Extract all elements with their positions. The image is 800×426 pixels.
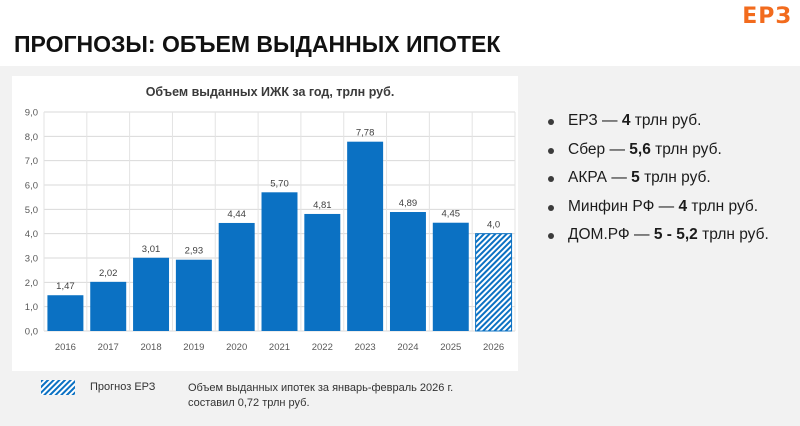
x-axis-ticks: 2016 2017 2018 2019 2020 2021 2022 2023 2024 2025… xyxy=(55,342,504,353)
y-tick-label: 9,0 xyxy=(25,108,38,119)
bar xyxy=(304,213,341,331)
x-tick-label: 2016 xyxy=(55,342,76,353)
gridlines xyxy=(43,111,516,332)
bullet-icon xyxy=(548,176,554,182)
bullet-icon xyxy=(548,147,554,154)
data-label: 3,01 xyxy=(142,244,161,255)
bar xyxy=(133,257,170,331)
x-tick-label: 2026 xyxy=(483,342,504,353)
page-title: ПРОГНОЗЫ: ОБЪЕМ ВЫДАННЫХ ИПОТЕК xyxy=(14,31,501,57)
x-tick-label: 2019 xyxy=(183,342,204,353)
legend-swatch-forecast xyxy=(41,380,75,395)
forecast-unit: трлн руб. xyxy=(702,226,769,243)
bar-forecast xyxy=(475,233,513,332)
data-label: 4,45 xyxy=(442,209,461,220)
y-tick-label: 6,0 xyxy=(25,181,38,192)
forecast-value: 4 xyxy=(678,197,688,215)
y-tick-label: 3,0 xyxy=(25,254,38,265)
data-label: 4,89 xyxy=(399,198,418,209)
data-label: 5,70 xyxy=(270,178,289,189)
bar xyxy=(261,192,298,331)
x-tick-label: 2020 xyxy=(226,342,247,353)
y-tick-label: 1,0 xyxy=(25,302,38,313)
data-labels: 1,47 2,02 3,01 2,93 4,44 5,70 4,81 7,78 4,89 4,45… xyxy=(56,128,500,293)
y-tick-label: 4,0 xyxy=(25,229,38,240)
x-tick-label: 2017 xyxy=(98,342,119,353)
bar xyxy=(347,141,384,331)
y-tick-label: 5,0 xyxy=(25,205,38,216)
x-tick-label: 2021 xyxy=(269,342,290,353)
bar xyxy=(175,259,212,331)
forecast-unit: трлн руб. xyxy=(655,140,722,158)
chart-title: Объем выданных ИЖК за год, трлн руб. xyxy=(146,85,395,99)
bar-chart: Объем выданных ИЖК за год, трлн руб. 0,0… xyxy=(12,76,518,371)
footnote-line: Объем выданных ипотек за январь-февраль … xyxy=(188,382,454,394)
y-tick-label: 0,0 xyxy=(25,327,38,338)
data-label: 7,78 xyxy=(356,128,375,139)
data-label: 4,44 xyxy=(227,209,246,220)
data-label: 4,81 xyxy=(313,200,332,211)
footnote-line: составил 0,72 трлн руб. xyxy=(188,397,310,409)
forecast-unit: трлн руб. xyxy=(634,112,702,129)
footnote: Объем выданных ипотек за январь-февраль … xyxy=(188,381,518,411)
forecast-unit: трлн руб. xyxy=(691,197,759,215)
x-tick-label: 2023 xyxy=(355,342,376,353)
forecast-source: АКРА xyxy=(568,169,608,186)
forecast-item: ДОМ.РФ — 5 - 5,2 трлн руб. xyxy=(548,226,769,244)
bar xyxy=(47,295,84,331)
forecast-source: Минфин РФ xyxy=(568,197,655,215)
y-axis-ticks: 0,0 1,0 2,0 3,0 4,0 5,0 6,0 7,0 8,0 9,0 xyxy=(25,108,38,338)
bullet-icon xyxy=(548,204,554,211)
bar xyxy=(218,222,255,331)
data-label: 4,0 xyxy=(487,220,500,231)
x-tick-label: 2018 xyxy=(140,342,161,353)
x-tick-label: 2024 xyxy=(397,342,418,353)
legend-label: Прогноз ЕРЗ xyxy=(90,381,156,393)
forecast-value: 5 xyxy=(631,169,640,186)
x-tick-label: 2025 xyxy=(440,342,461,353)
y-tick-label: 2,0 xyxy=(25,278,38,289)
x-tick-label: 2022 xyxy=(312,342,333,353)
forecast-source: Сбер xyxy=(568,140,606,158)
erz-logo: ЕРЗ xyxy=(742,4,792,29)
bars xyxy=(47,141,513,332)
forecast-unit: трлн руб. xyxy=(644,169,711,186)
forecast-source: ЕРЗ xyxy=(568,112,598,129)
forecast-list: ЕРЗ — 4 трлн руб. Сбер — 5,6 трлн руб. А… xyxy=(548,112,769,255)
y-tick-label: 8,0 xyxy=(25,132,38,143)
forecast-value: 5 - 5,2 xyxy=(653,226,698,243)
forecast-value: 5,6 xyxy=(629,140,651,158)
bar xyxy=(90,281,127,331)
forecast-item: АКРА — 5 трлн руб. xyxy=(548,169,769,187)
forecast-source: ДОМ.РФ xyxy=(568,226,630,243)
forecast-value: 4 xyxy=(621,112,631,129)
bar xyxy=(432,222,469,331)
forecast-item: Минфин РФ — 4 трлн руб. xyxy=(548,198,769,216)
bar xyxy=(389,212,426,331)
y-tick-label: 7,0 xyxy=(25,156,38,167)
data-label: 2,02 xyxy=(99,268,118,279)
data-label: 1,47 xyxy=(56,281,75,292)
forecast-item: Сбер — 5,6 трлн руб. xyxy=(548,141,769,159)
data-label: 2,93 xyxy=(185,246,204,257)
bullet-icon xyxy=(548,119,554,125)
bullet-icon xyxy=(548,233,554,239)
forecast-item: ЕРЗ — 4 трлн руб. xyxy=(548,112,769,130)
